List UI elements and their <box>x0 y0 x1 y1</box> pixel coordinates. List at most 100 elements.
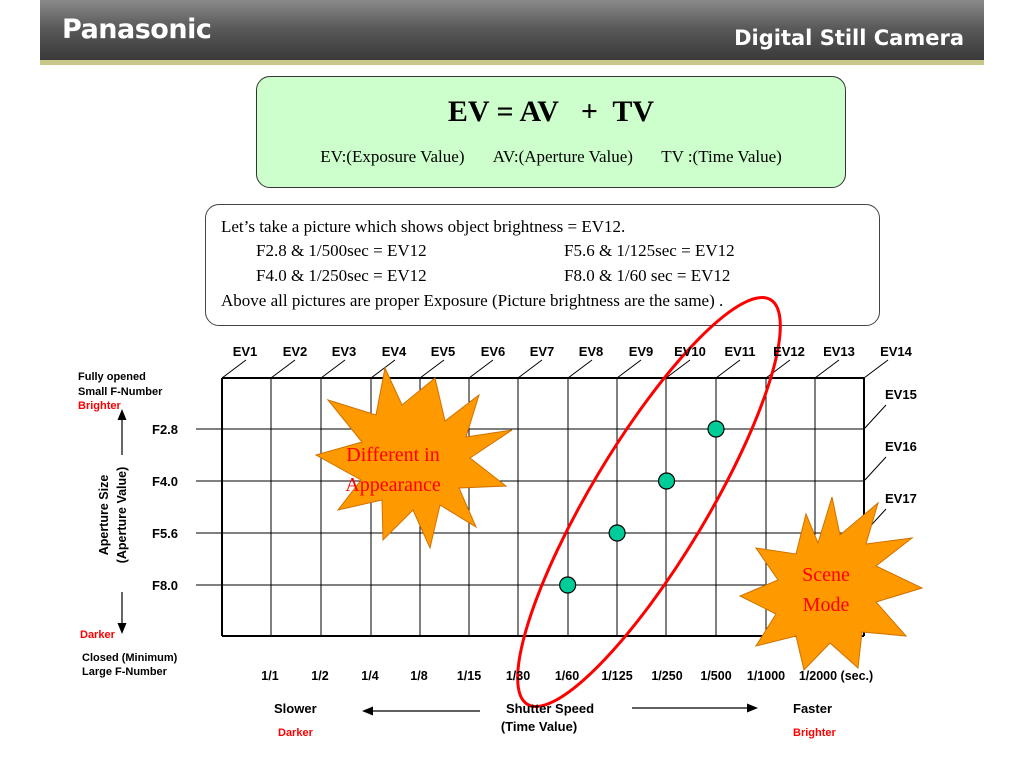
aperture-label-f8-0: F8.0 <box>152 578 179 593</box>
fully-opened-label: Fully opened <box>78 371 146 383</box>
ev-diagonal-tick <box>419 359 445 379</box>
example-pair-2-left: F4.0 & 1/250sec = EV12 <box>256 266 427 285</box>
aperture-axis-title-line2: (Aperture Value) <box>115 466 129 564</box>
small-f-number-label: Small F-Number <box>78 386 163 398</box>
shutter-label-1-125: 1/125 <box>601 669 633 683</box>
formula-definitions: EV:(Exposure Value) AV:(Aperture Value) … <box>257 147 845 167</box>
example-pair-1-right: F5.6 & 1/125sec = EV12 <box>564 241 735 260</box>
ev12-point <box>707 420 725 438</box>
tv-definition: TV :(Time Value) <box>661 147 782 166</box>
ev-diagonal-lines <box>221 359 889 534</box>
ev-diagonal-tick <box>863 456 887 482</box>
shutter-label-1-250: 1/250 <box>651 669 683 683</box>
shutter-label-1-2000: 1/2000 (sec.) <box>798 669 874 683</box>
aperture-arrow-down <box>117 592 127 634</box>
shutter-label-1-8: 1/8 <box>410 669 428 683</box>
ev-diagonal-tick <box>370 359 396 379</box>
ev-diagonal-tick <box>863 404 887 430</box>
ev12-point <box>657 472 676 490</box>
shutter-label-1-30: 1/30 <box>505 669 531 683</box>
darker-bottom-label: Darker <box>278 727 313 739</box>
ev-label-4: EV4 <box>381 344 407 359</box>
ev-label-14: EV14 <box>880 344 912 359</box>
ev-label-13: EV13 <box>823 344 855 359</box>
scene-mode-starburst <box>738 496 924 672</box>
header-bar <box>40 0 984 60</box>
brand-logo: Panasonic <box>62 14 212 45</box>
formula-title: EV = AV + TV <box>447 95 655 128</box>
scene-mode-line2: Mode <box>802 594 850 616</box>
shutter-axis-title-line1: Shutter Speed <box>505 701 595 716</box>
shutter-label-1-500: 1/500 <box>700 669 732 683</box>
ev-diagonal-tick <box>814 359 840 379</box>
formula-box: EV = AV + TV EV:(Exposure Value) AV:(Ape… <box>256 76 846 188</box>
different-appearance-starburst <box>314 366 513 550</box>
aperture-label-f2-8: F2.8 <box>152 422 179 437</box>
av-definition: AV:(Aperture Value) <box>492 147 633 166</box>
faster-label: Faster <box>793 701 833 716</box>
ev-label-1: EV1 <box>232 344 258 359</box>
ev12-highlight-ellipse <box>516 296 782 708</box>
shutter-label-1-60: 1/60 <box>554 669 580 683</box>
shutter-label-1-4: 1/4 <box>361 669 379 683</box>
different-appearance-callout: Different in Appearance <box>318 440 468 500</box>
aperture-arrow-up <box>117 409 127 455</box>
different-appearance-line2: Appearance <box>345 474 441 496</box>
example-pair-2-right: F8.0 & 1/60 sec = EV12 <box>564 266 731 285</box>
ev-diagonal-tick <box>468 359 494 379</box>
large-f-number-label: Large F-Number <box>82 666 167 678</box>
ev-diagonal-tick <box>765 359 791 379</box>
ev12-point <box>608 524 626 542</box>
ev-diagonal-tick <box>715 359 741 379</box>
ev-diagonal-tick <box>517 359 543 379</box>
aperture-label-f4-0: F4.0 <box>152 474 179 489</box>
ev-diagonal-tick <box>567 359 593 379</box>
ev-label-11: EV11 <box>724 344 756 359</box>
shutter-label-1-2: 1/2 <box>311 669 329 683</box>
slower-label: Slower <box>274 701 317 716</box>
different-appearance-line1: Different in <box>346 444 440 466</box>
ev-label-6: EV6 <box>480 344 506 359</box>
aperture-axis-title: Aperture Size (Aperture Value) <box>95 467 131 564</box>
example-box: Let’s take a picture which shows object … <box>205 204 880 326</box>
ev-label-16: EV16 <box>885 439 917 454</box>
ev12-point <box>559 576 577 594</box>
slower-arrow <box>362 706 480 716</box>
ev-diagonal-tick <box>270 359 296 379</box>
ev-label-3: EV3 <box>331 344 357 359</box>
ev-label-2: EV2 <box>282 344 308 359</box>
shutter-label-1-15: 1/15 <box>456 669 482 683</box>
brighter-bottom-label: Brighter <box>793 727 836 739</box>
darker-left-label: Darker <box>80 629 115 641</box>
example-intro: Let’s take a picture which shows object … <box>221 217 626 236</box>
brighter-left-label: Brighter <box>78 400 121 412</box>
example-conclusion: Above all pictures are proper Exposure (… <box>221 291 724 310</box>
ev-diagonal-tick <box>320 359 346 379</box>
header-stripe <box>40 60 984 65</box>
ev-label-10: EV10 <box>674 344 706 359</box>
ev-diagonal-tick <box>863 359 889 379</box>
example-pair-1-left: F2.8 & 1/500sec = EV12 <box>256 241 427 260</box>
aperture-label-f5-6: F5.6 <box>152 526 179 541</box>
scene-mode-callout: Scene Mode <box>774 560 878 620</box>
shutter-label-1-1000: 1/1000 <box>746 669 786 683</box>
ev-label-12: EV12 <box>773 344 805 359</box>
ev-label-17: EV17 <box>885 491 917 506</box>
ev-label-8: EV8 <box>578 344 604 359</box>
ev-diagonal-tick <box>221 359 247 379</box>
ev-diagonal-tick <box>665 359 691 379</box>
closed-minimum-label: Closed (Minimum) <box>82 652 178 664</box>
ev12-points <box>559 420 725 594</box>
ev-definition: EV:(Exposure Value) <box>320 147 465 166</box>
shutter-axis-title-line2: (Time Value) <box>500 719 578 734</box>
faster-arrow <box>632 703 758 713</box>
product-title: Digital Still Camera <box>734 26 964 50</box>
ev-label-5: EV5 <box>430 344 456 359</box>
ev-label-15: EV15 <box>885 387 917 402</box>
aperture-axis-title-line1: Aperture Size <box>97 474 111 556</box>
ev-label-9: EV9 <box>628 344 654 359</box>
ev-label-7: EV7 <box>529 344 555 359</box>
ev-diagonal-tick <box>616 359 642 379</box>
shutter-label-1-1: 1/1 <box>261 669 279 683</box>
